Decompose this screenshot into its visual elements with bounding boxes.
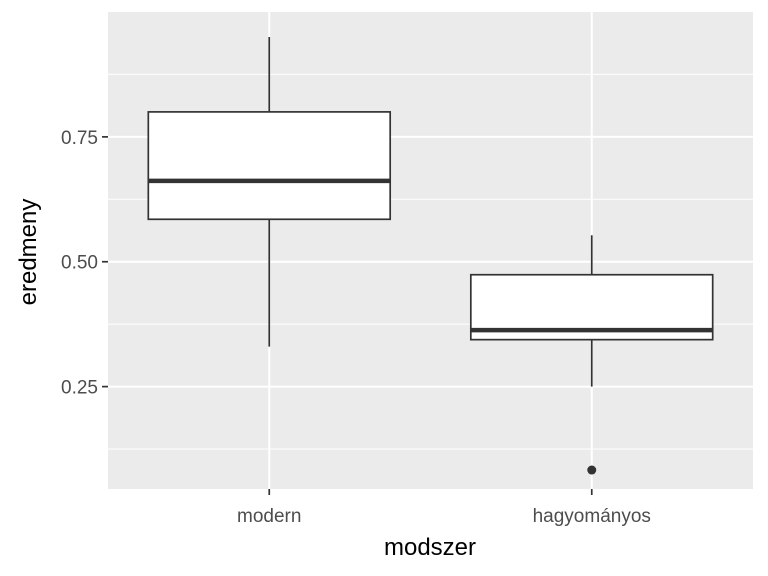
y-axis-title: eredmeny xyxy=(15,199,42,306)
y-tick-label: 0.50 xyxy=(61,253,98,274)
boxes xyxy=(147,36,714,475)
box-iqr xyxy=(147,111,392,221)
x-tick-label: modern xyxy=(237,506,301,527)
y-tick-label: 0.25 xyxy=(61,378,98,399)
panel-background xyxy=(108,12,753,489)
axis-ticks: 0.25 0.50 0.75 modern hagyományos xyxy=(61,128,651,527)
x-tick-label: hagyományos xyxy=(533,506,651,527)
outlier-point xyxy=(587,465,597,475)
y-tick-label: 0.75 xyxy=(61,128,98,149)
x-axis-title: modszer xyxy=(384,534,476,561)
